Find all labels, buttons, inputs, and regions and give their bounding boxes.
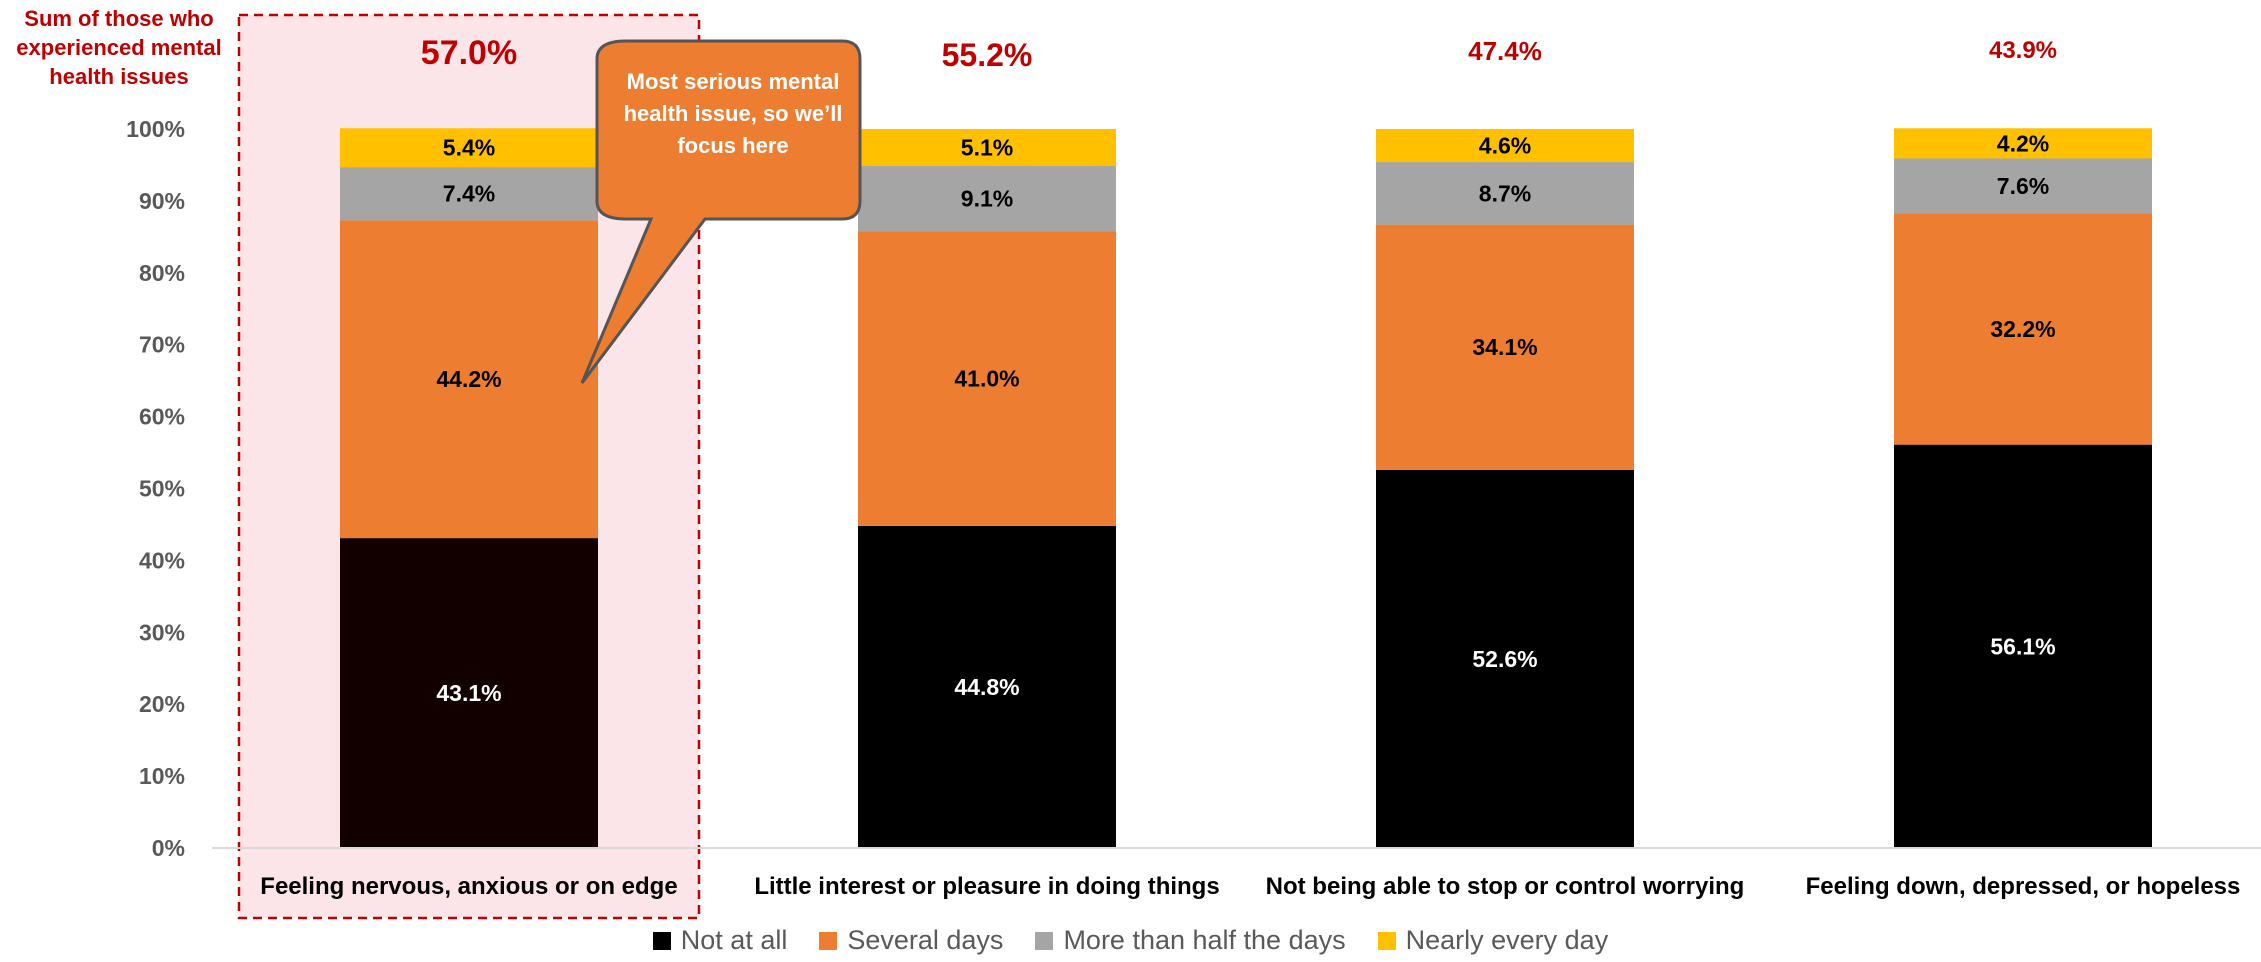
- legend: Not at all Several days More than half the…: [0, 925, 2261, 957]
- bar-segment: [858, 231, 1116, 526]
- legend-item: Nearly every day: [1377, 925, 1609, 956]
- data-label: 4.2%: [1997, 130, 2049, 156]
- bar-segment: [1894, 213, 2152, 445]
- bar-segment: [340, 538, 598, 848]
- y-tick-label: 70%: [139, 332, 185, 358]
- data-label: 8.7%: [1479, 180, 1531, 206]
- bar-segment: [1894, 158, 2152, 214]
- x-tick-label: Little interest or pleasure in doing thi…: [754, 873, 1219, 900]
- y-tick-label: 60%: [139, 404, 185, 430]
- bar-segment: [1376, 129, 1634, 163]
- totals: 57.0% 55.2% 47.4% 43.9%: [421, 34, 2057, 73]
- y-tick-label: 100%: [126, 116, 185, 142]
- legend-label: Not at all: [680, 925, 788, 955]
- x-axis-labels: Feeling nervous, anxious or on edge Littl…: [260, 873, 2240, 900]
- data-label: 7.4%: [443, 181, 495, 207]
- y-tick-label: 90%: [139, 188, 185, 214]
- x-tick-label: Feeling down, depressed, or hopeless: [1806, 873, 2241, 900]
- legend-item: Not at all: [652, 925, 788, 956]
- total-label: 43.9%: [1989, 37, 2057, 64]
- data-label: 32.2%: [1990, 316, 2055, 342]
- y-tick-label: 30%: [139, 619, 185, 645]
- data-label: 9.1%: [961, 185, 1013, 211]
- data-label: 43.1%: [436, 680, 501, 706]
- data-label: 7.6%: [1997, 173, 2049, 199]
- y-tick-label: 20%: [139, 691, 185, 717]
- y-tick-label: 50%: [139, 476, 185, 502]
- y-tick-label: 80%: [139, 260, 185, 286]
- legend-item: More than half the days: [1035, 925, 1346, 956]
- bar-segment: [340, 167, 598, 221]
- legend-swatch: [1377, 931, 1396, 950]
- bar-segment: [1894, 128, 2152, 159]
- callout-bubble: [580, 39, 862, 384]
- data-label: 5.1%: [961, 134, 1013, 160]
- x-tick-label: Not being able to stop or control worryi…: [1266, 873, 1745, 900]
- bar-segment: [858, 525, 1116, 848]
- y-tick-label: 10%: [139, 763, 185, 789]
- bar-segment: [340, 220, 598, 539]
- legend-swatch: [1035, 931, 1054, 950]
- bar-segment: [1376, 224, 1634, 470]
- bar-segment: [858, 165, 1116, 232]
- legend-swatch: [652, 931, 671, 950]
- callout-text: Most serious mental health issue, so we’…: [623, 69, 843, 158]
- legend-label: Nearly every day: [1405, 925, 1609, 955]
- data-label: 44.2%: [436, 366, 501, 392]
- total-label: 47.4%: [1468, 36, 1542, 66]
- legend-swatch: [819, 931, 838, 950]
- data-label: 4.6%: [1479, 133, 1531, 159]
- bar-segment: [1376, 162, 1634, 225]
- bar-segment: [1376, 469, 1634, 848]
- y-tick-label: 40%: [139, 547, 185, 573]
- data-label: 41.0%: [954, 365, 1019, 391]
- data-label: 44.8%: [954, 674, 1019, 700]
- y-tick-label: 0%: [152, 835, 185, 861]
- total-label: 55.2%: [942, 37, 1033, 73]
- bar-segment: [858, 129, 1116, 166]
- data-label: 56.1%: [1990, 633, 2055, 659]
- data-label: 5.4%: [443, 135, 495, 161]
- bar-segment: [340, 128, 598, 168]
- total-label: 57.0%: [421, 34, 517, 72]
- y-axis: 0% 10% 20% 30% 40% 50% 60% 70% 80% 90% 100%: [126, 116, 185, 861]
- bars: 43.1% 44.2% 7.4% 5.4% 44.8% 41.0% 9.1% 5.1% 52.6…: [340, 128, 2152, 848]
- bar-segment: [1894, 444, 2152, 848]
- data-label: 52.6%: [1472, 646, 1537, 672]
- legend-item: Several days: [819, 925, 1003, 956]
- legend-label: More than half the days: [1063, 925, 1346, 955]
- legend-label: Several days: [847, 925, 1004, 955]
- x-tick-label: Feeling nervous, anxious or on edge: [260, 873, 677, 900]
- data-label: 34.1%: [1472, 334, 1537, 360]
- totals-label: Sum of those who experienced mental heal…: [16, 6, 222, 89]
